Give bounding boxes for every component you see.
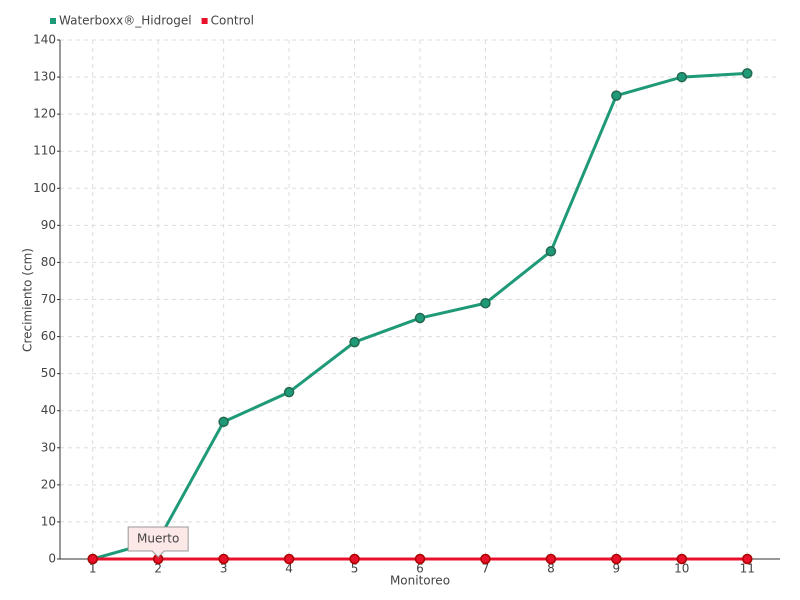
x-tick-label: 1 xyxy=(89,562,97,576)
point xyxy=(414,553,426,565)
point xyxy=(742,68,753,79)
x-tick-label: 8 xyxy=(547,562,555,576)
x-axis-title: Monitoreo xyxy=(390,574,450,588)
legend-swatch xyxy=(201,18,208,24)
y-tick-label: 100 xyxy=(33,181,56,195)
point xyxy=(611,90,622,101)
x-tick-label: 11 xyxy=(740,562,755,576)
x-tick-label: 9 xyxy=(613,562,621,576)
point xyxy=(545,246,557,257)
y-tick-label: 20 xyxy=(41,477,56,491)
legend-swatch xyxy=(50,18,56,24)
y-tick-label: 70 xyxy=(41,292,56,306)
annotation: Muerto xyxy=(137,532,179,546)
y-tick-label: 120 xyxy=(33,107,56,121)
point xyxy=(283,386,295,398)
y-tick-label: 50 xyxy=(41,366,56,380)
x-tick-label: 7 xyxy=(482,562,490,576)
point xyxy=(414,312,426,324)
x-tick-label: 4 xyxy=(285,562,293,576)
y-tick-label: 90 xyxy=(41,218,56,232)
y-tick-label: 0 xyxy=(48,552,56,566)
y-tick-label: 40 xyxy=(41,403,56,417)
annotation-box xyxy=(127,526,189,558)
legend-label: Control xyxy=(211,14,254,28)
point xyxy=(480,297,491,309)
x-tick-label: 5 xyxy=(351,562,359,576)
point xyxy=(480,553,491,565)
point xyxy=(349,553,360,565)
y-tick-label: 10 xyxy=(41,514,56,528)
point xyxy=(676,71,688,83)
x-tick-label: 10 xyxy=(674,562,689,576)
point xyxy=(218,416,229,428)
point xyxy=(283,553,295,565)
point xyxy=(611,553,622,565)
point xyxy=(349,336,360,348)
y-tick-label: 130 xyxy=(33,70,56,84)
x-tick-label: 6 xyxy=(416,562,424,576)
point xyxy=(87,553,98,565)
y-tick-label: 140 xyxy=(33,33,56,47)
y-tick-label: 30 xyxy=(41,440,56,454)
point xyxy=(676,553,688,565)
y-tick-label: 110 xyxy=(33,144,56,158)
y-tick-label: 60 xyxy=(41,329,56,343)
point xyxy=(218,553,229,565)
y-axis-title: Crecimiento (cm) xyxy=(21,248,35,352)
y-tick-label: 80 xyxy=(41,255,56,269)
point xyxy=(545,553,557,565)
legend-label: Waterboxx®_Hidrogel xyxy=(59,14,192,28)
x-tick-label: 2 xyxy=(154,562,162,576)
x-tick-label: 3 xyxy=(220,562,228,576)
point xyxy=(742,553,753,565)
